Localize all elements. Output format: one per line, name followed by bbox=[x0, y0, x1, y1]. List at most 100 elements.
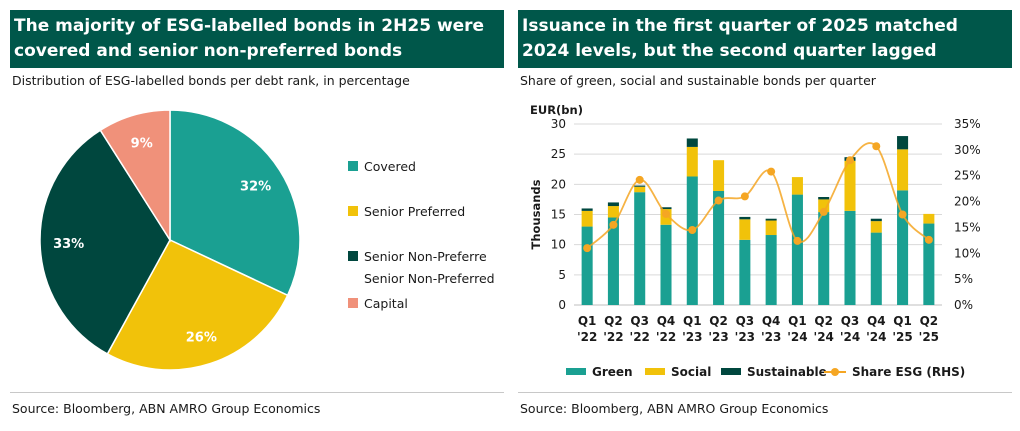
share-esg-point bbox=[767, 167, 776, 176]
legend-label-share-esg: Share ESG (RHS) bbox=[852, 365, 965, 379]
bar-green bbox=[791, 194, 803, 305]
bar-green bbox=[923, 223, 935, 305]
y-tick-label: 30 bbox=[551, 117, 566, 131]
x-tick-label: Q2'24 bbox=[814, 314, 834, 344]
bar-green bbox=[581, 226, 593, 305]
pie-data-label-senior-non-preferred: 33% bbox=[53, 237, 84, 252]
bar-social bbox=[818, 199, 830, 213]
legend-swatch-sustainable bbox=[721, 368, 741, 375]
right-source: Source: Bloomberg, ABN AMRO Group Econom… bbox=[520, 401, 829, 416]
bar-sustainable bbox=[660, 207, 672, 210]
pie-slice-senior-non-preferred bbox=[39, 129, 171, 355]
bar-social bbox=[739, 219, 751, 240]
legend-label-senior-non-preferred: Senior Non-Preferre Senior Non-Preferred bbox=[364, 249, 495, 286]
legend-label-senior-preferred: Senior Preferred bbox=[364, 204, 465, 219]
share-esg-point bbox=[898, 210, 907, 219]
x-tick-label: Q2'23 bbox=[708, 314, 728, 344]
share-esg-point bbox=[793, 236, 802, 245]
y2-tick-label: 20% bbox=[954, 195, 981, 209]
bar-social bbox=[844, 160, 856, 211]
x-tick-label: Q3'24 bbox=[840, 314, 860, 344]
bar-social bbox=[607, 206, 619, 218]
pie-data-label-covered: 32% bbox=[240, 180, 271, 195]
legend-swatch-social bbox=[645, 368, 665, 375]
share-esg-point bbox=[924, 235, 933, 244]
bar-green bbox=[818, 212, 830, 305]
bar-social bbox=[923, 213, 935, 224]
bar-social bbox=[713, 160, 725, 191]
legend-label-covered: Covered bbox=[364, 159, 416, 174]
legend-swatch-green bbox=[566, 368, 586, 375]
share-esg-point bbox=[583, 244, 592, 253]
x-tick-label: Q4'24 bbox=[866, 314, 886, 344]
x-tick-label: Q1'24 bbox=[787, 314, 807, 344]
bar-social bbox=[897, 149, 909, 191]
bar-green bbox=[844, 210, 856, 305]
y-tick-label: 25 bbox=[551, 147, 566, 161]
share-esg-point bbox=[662, 209, 670, 218]
bar-sustainable bbox=[607, 202, 619, 207]
bar-social bbox=[765, 220, 777, 236]
pie-data-label-capital: 9% bbox=[131, 137, 153, 152]
right-panel: Issuance in the first quarter of 2025 ma… bbox=[518, 0, 1012, 431]
bar-green bbox=[713, 190, 725, 305]
bar-green bbox=[634, 192, 646, 305]
x-tick-label: Q3'23 bbox=[735, 314, 755, 344]
legend-label-green: Green bbox=[592, 365, 633, 379]
bar-social bbox=[870, 221, 882, 233]
bar-sustainable bbox=[581, 208, 593, 211]
share-esg-point bbox=[740, 192, 749, 201]
share-esg-point bbox=[872, 142, 881, 151]
bar-social bbox=[581, 210, 593, 227]
y2-tick-label: 30% bbox=[954, 143, 981, 157]
pie-slice-capital bbox=[99, 109, 171, 243]
y-tick-label: 15 bbox=[551, 208, 566, 222]
bar-sustainable bbox=[897, 136, 909, 150]
bar-sustainable bbox=[765, 218, 777, 221]
legend-marker-share-esg bbox=[831, 368, 839, 376]
pie-slice-covered bbox=[169, 109, 301, 297]
bar-social bbox=[791, 177, 803, 195]
y-axis-title: Thousands bbox=[529, 179, 543, 249]
x-tick-label: Q4'22 bbox=[656, 314, 676, 344]
x-tick-label: Q1'22 bbox=[577, 314, 597, 344]
legend-swatch-senior-non-preferred bbox=[348, 251, 358, 261]
y2-tick-label: 35% bbox=[954, 117, 981, 131]
left-chart-title: The majority of ESG-labelled bonds in 2H… bbox=[10, 10, 504, 68]
y-tick-label: 20 bbox=[551, 177, 566, 191]
y-tick-label: 5 bbox=[558, 268, 566, 282]
left-divider bbox=[10, 392, 504, 393]
right-chart-subtitle: Share of green, social and sustainable b… bbox=[520, 73, 876, 88]
y2-tick-label: 10% bbox=[954, 246, 981, 260]
pie-data-label-senior-preferred: 26% bbox=[186, 330, 217, 345]
y2-tick-label: 0% bbox=[954, 298, 973, 312]
bar-sustainable bbox=[634, 185, 646, 187]
bar-green bbox=[897, 190, 909, 305]
bar-green bbox=[686, 176, 698, 305]
legend-swatch-capital bbox=[348, 298, 358, 308]
bar-social bbox=[634, 186, 646, 193]
bar-green bbox=[739, 239, 751, 305]
y-axis-unit: EUR(bn) bbox=[530, 103, 583, 117]
share-esg-point bbox=[635, 175, 644, 184]
x-tick-label: Q1'25 bbox=[892, 314, 912, 344]
legend-swatch-senior-preferred bbox=[348, 206, 358, 216]
legend-label-social: Social bbox=[671, 365, 711, 379]
bar-social bbox=[686, 146, 698, 177]
y-tick-label: 10 bbox=[551, 238, 566, 252]
y2-tick-label: 5% bbox=[954, 272, 973, 286]
legend-swatch-covered bbox=[348, 161, 358, 171]
bar-sustainable bbox=[870, 218, 882, 222]
share-esg-point bbox=[819, 207, 828, 216]
y2-tick-label: 15% bbox=[954, 220, 981, 234]
y-tick-label: 0 bbox=[558, 298, 566, 312]
bar-green bbox=[765, 235, 777, 305]
left-source: Source: Bloomberg, ABN AMRO Group Econom… bbox=[12, 401, 321, 416]
share-esg-point bbox=[609, 220, 618, 229]
bar-green bbox=[660, 224, 672, 305]
x-tick-label: Q1'23 bbox=[682, 314, 702, 344]
bar-green bbox=[870, 232, 882, 305]
right-divider bbox=[518, 392, 1012, 393]
legend-label-sustainable: Sustainable bbox=[747, 365, 827, 379]
legend-label-capital: Capital bbox=[364, 296, 408, 311]
